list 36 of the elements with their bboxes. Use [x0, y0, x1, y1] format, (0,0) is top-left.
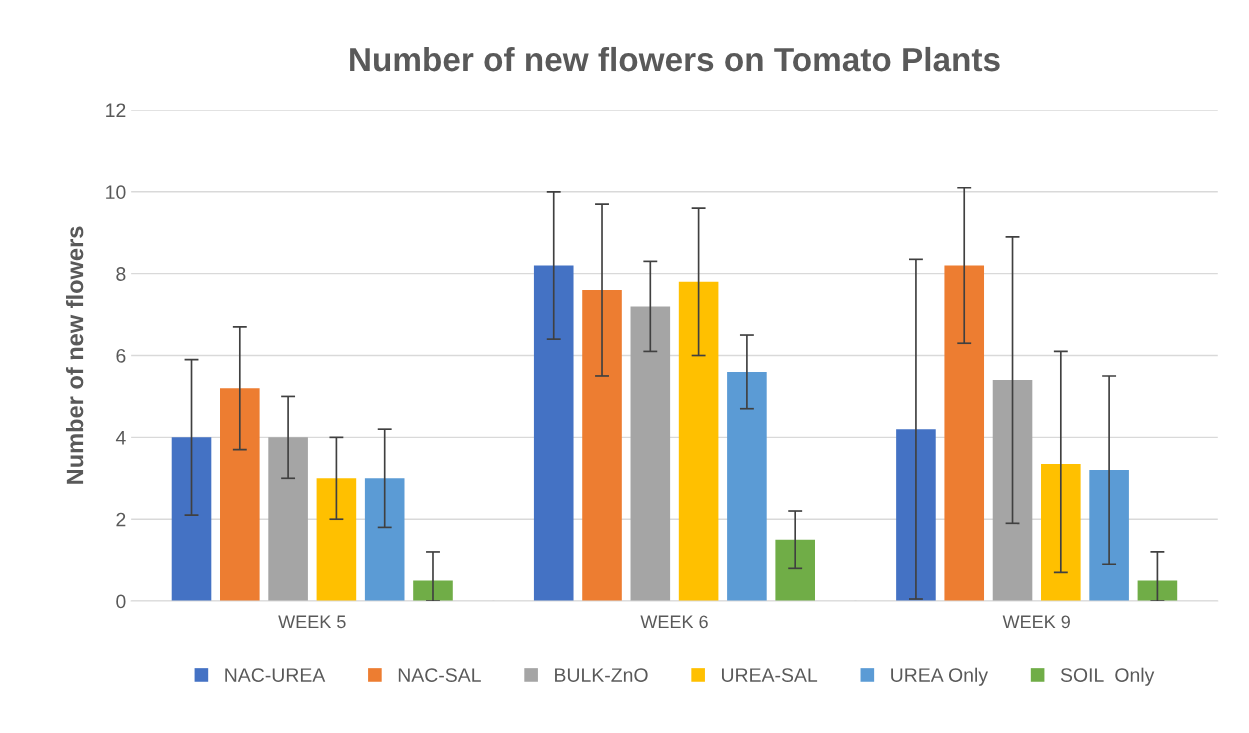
legend-label: UREA-SAL — [722, 668, 818, 682]
bar — [413, 580, 453, 602]
chart-title: Number of new flowers on Tomato Plants — [350, 46, 1000, 72]
legend-label: UREA Only — [891, 667, 988, 686]
bar — [896, 429, 936, 602]
legend-label: NAC-SAL — [398, 668, 481, 682]
bar — [316, 478, 357, 602]
bar — [220, 388, 260, 602]
bar — [1137, 580, 1178, 602]
y-tick-label: 8 — [116, 267, 126, 281]
y-axis-title: Number of new flowers — [65, 226, 84, 484]
y-tick-label: 6 — [116, 348, 126, 363]
bar — [533, 265, 574, 602]
bar — [1089, 470, 1129, 602]
y-tick-label: 10 — [106, 185, 126, 200]
x-tick-label: WEEK 6 — [640, 615, 708, 629]
legend-label: BULK-ZnO — [555, 668, 648, 682]
legend-label: NAC-UREA — [225, 668, 326, 682]
y-tick-label: 4 — [115, 431, 126, 445]
y-tick-label: 2 — [116, 512, 126, 527]
x-tick-label: WEEK 9 — [1002, 615, 1070, 629]
bar — [727, 371, 767, 602]
bar — [630, 306, 671, 602]
bar — [268, 437, 308, 602]
y-tick-label: 12 — [106, 103, 126, 117]
bar — [171, 437, 212, 602]
bar — [582, 290, 622, 602]
y-tick-label: 0 — [116, 594, 126, 609]
bar — [678, 281, 719, 602]
legend-label: SOIL Only — [1060, 667, 1155, 686]
x-tick-label: WEEK 5 — [278, 615, 346, 629]
bar — [1041, 463, 1081, 602]
bar — [364, 478, 405, 602]
bar — [992, 380, 1033, 602]
bar — [944, 265, 985, 602]
bar — [775, 539, 815, 602]
